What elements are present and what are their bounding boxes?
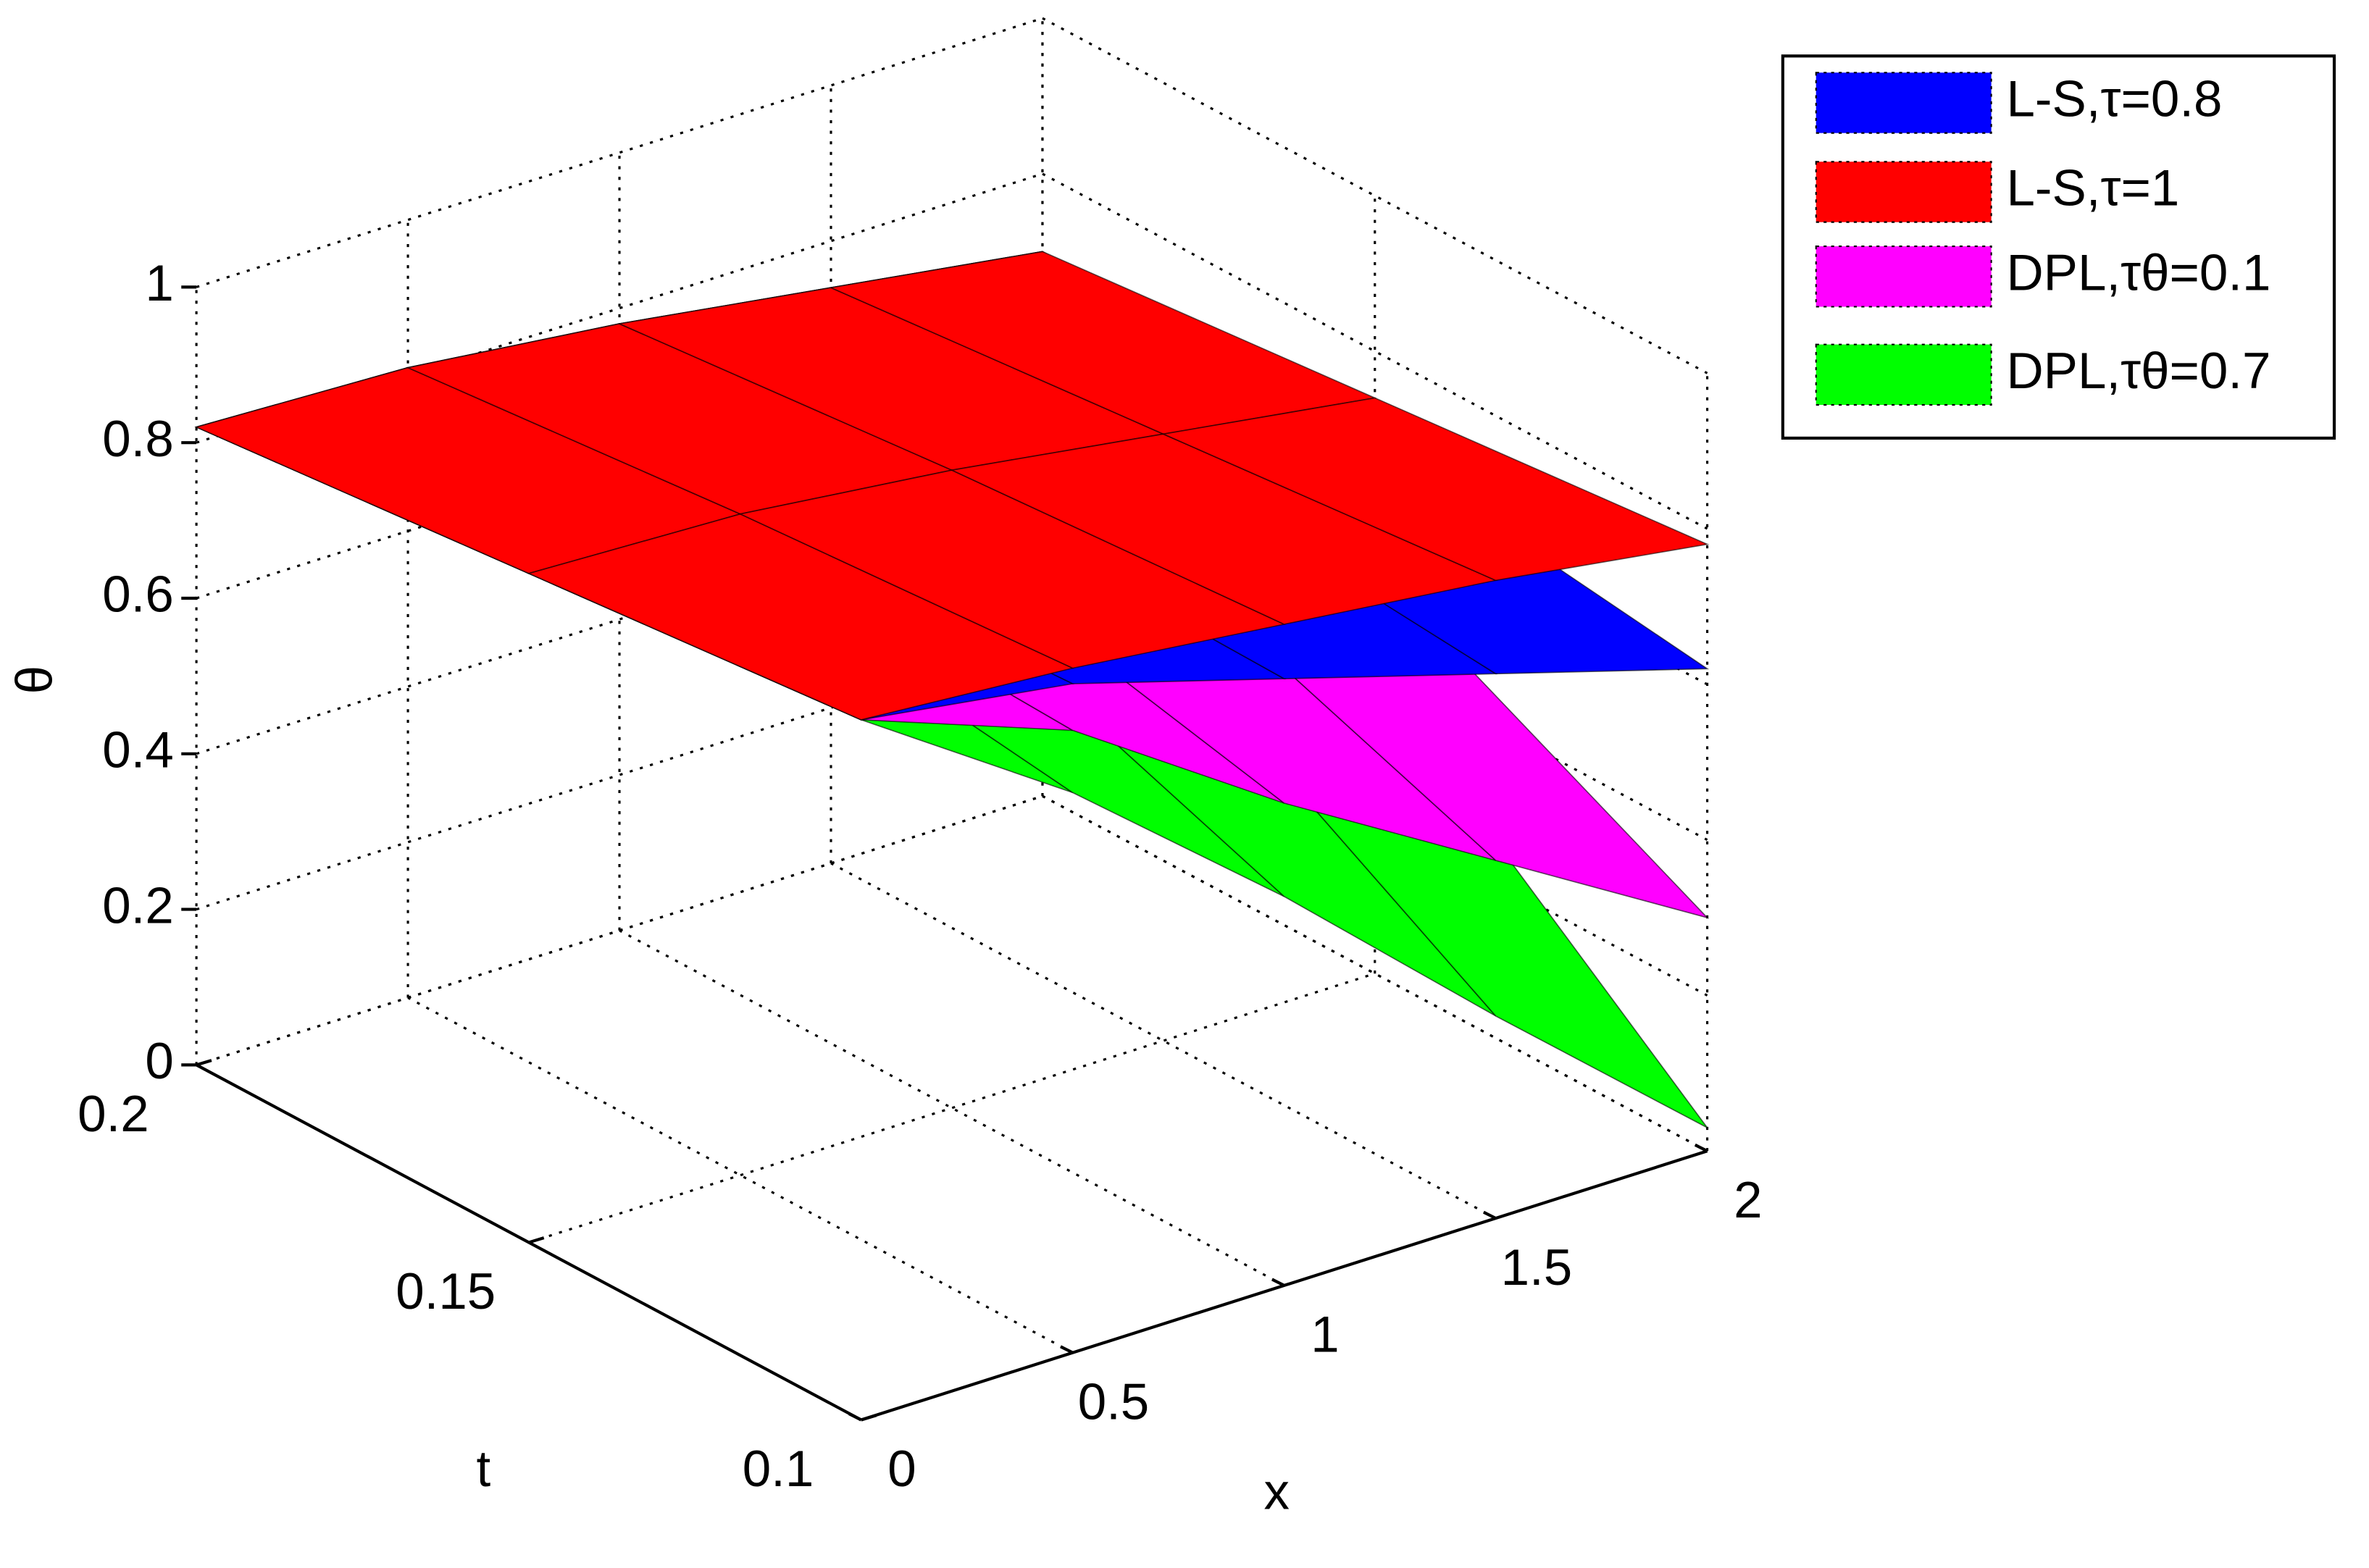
y-tick-label: 0.2 <box>78 1086 149 1143</box>
x-tick <box>1482 1210 1497 1220</box>
legend-label: L-S,τ=1 <box>2006 160 2179 217</box>
legend-swatch <box>1815 246 1992 308</box>
y-tick <box>528 1236 545 1244</box>
x-tick <box>1060 1345 1074 1354</box>
legend: L-S,τ=0.8 L-S,τ=1 DPL,τθ=0.1 DPL,τθ=0.7 <box>1781 54 2336 440</box>
x-tick-label: 1.5 <box>1501 1239 1573 1296</box>
y-tick-label: 0.15 <box>396 1263 496 1320</box>
y-axis-label: t <box>476 1441 490 1498</box>
x-axis-label: x <box>1263 1463 1289 1520</box>
legend-label: DPL,τθ=0.7 <box>2006 343 2270 400</box>
x-tick <box>848 1412 862 1422</box>
y-tick <box>196 1059 212 1067</box>
surfaces <box>194 251 1710 1128</box>
x-tick-label: 0.5 <box>1078 1373 1150 1430</box>
z-axis-label: θ <box>6 666 63 694</box>
legend-label: L-S,τ=0.8 <box>2006 71 2222 128</box>
y-tick-label: 0.1 <box>743 1441 814 1498</box>
legend-swatch <box>1815 343 1992 406</box>
x-tick <box>1271 1278 1285 1287</box>
z-tick-label: 0.6 <box>102 566 174 624</box>
x-tick-label: 2 <box>1734 1172 1762 1229</box>
z-tick-label: 0.8 <box>102 411 174 468</box>
z-tick-label: 0 <box>145 1033 173 1090</box>
axes: 00.511.520.10.150.200.20.40.60.81 <box>78 255 1762 1498</box>
z-tick-label: 0.2 <box>102 877 174 934</box>
x-tick-label: 1 <box>1311 1307 1339 1364</box>
legend-swatch <box>1815 161 1992 223</box>
z-tick-label: 0.4 <box>102 722 174 779</box>
surface-patch <box>1161 397 1710 582</box>
z-tick-label: 1 <box>145 255 173 312</box>
legend-label: DPL,τθ=0.1 <box>2006 245 2270 302</box>
x-tick <box>1694 1144 1708 1153</box>
legend-swatch <box>1815 72 1992 134</box>
y-tick <box>861 1414 877 1422</box>
x-tick-label: 0 <box>887 1441 916 1498</box>
